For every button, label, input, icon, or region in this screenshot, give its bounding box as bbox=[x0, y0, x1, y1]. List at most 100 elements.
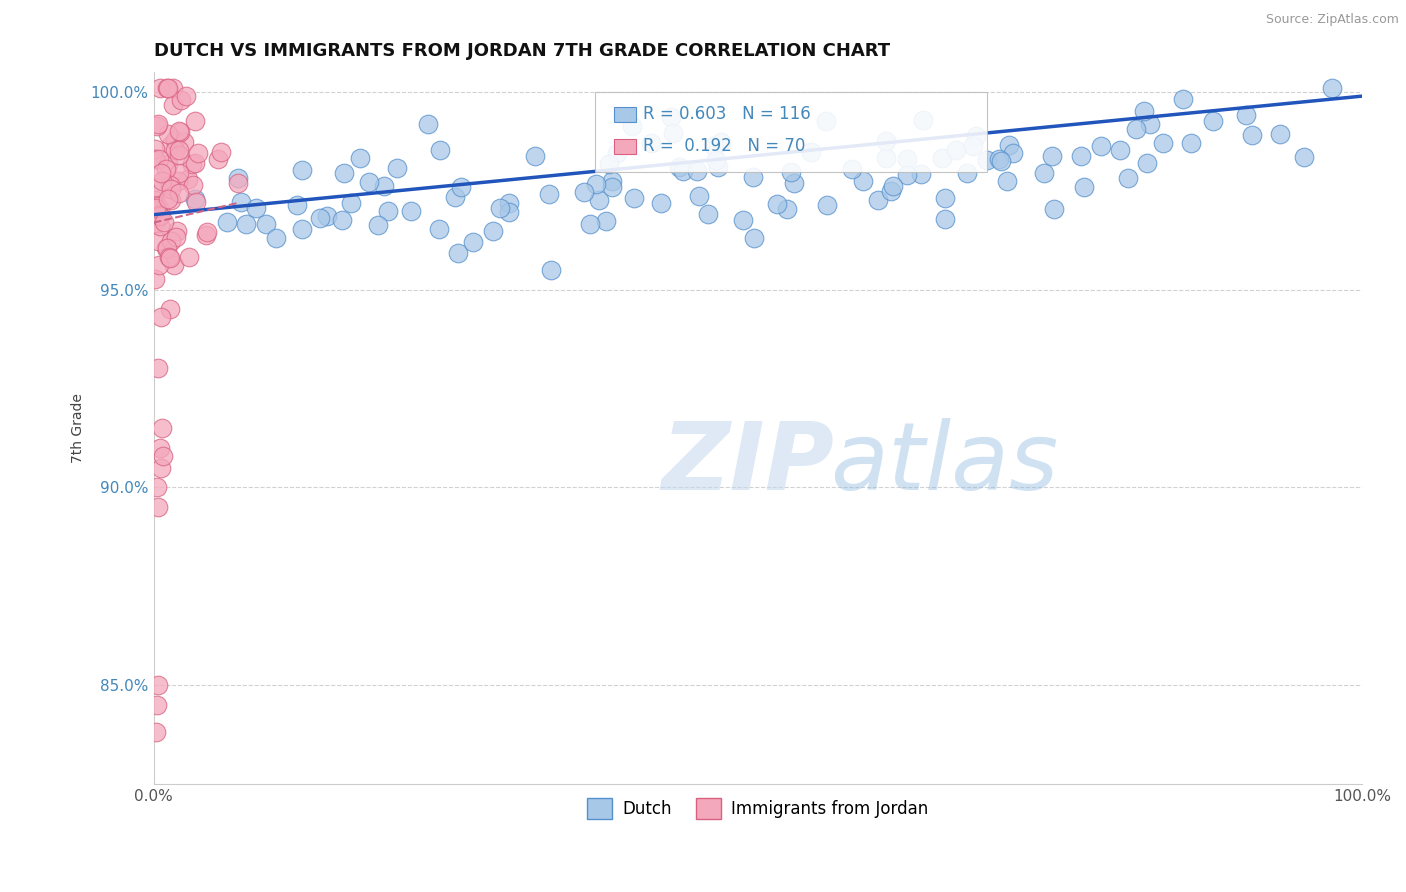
Point bbox=[686, 164, 709, 178]
Point bbox=[1268, 127, 1291, 141]
Point bbox=[880, 184, 903, 198]
Point bbox=[1139, 117, 1161, 131]
Point bbox=[149, 441, 172, 455]
Point bbox=[976, 153, 998, 167]
Point bbox=[1040, 148, 1063, 162]
Point bbox=[744, 231, 766, 245]
Point bbox=[146, 119, 169, 133]
Point bbox=[882, 179, 904, 194]
Point bbox=[156, 192, 179, 206]
Point bbox=[149, 219, 172, 233]
Point bbox=[988, 153, 1011, 167]
Point bbox=[146, 117, 169, 131]
Point bbox=[160, 138, 183, 153]
Point bbox=[373, 179, 395, 194]
Point bbox=[163, 133, 186, 147]
Point bbox=[148, 208, 170, 222]
Point bbox=[226, 176, 249, 190]
Point bbox=[152, 173, 174, 187]
Point bbox=[333, 166, 356, 180]
Point bbox=[159, 252, 181, 266]
Point bbox=[290, 221, 312, 235]
Point bbox=[444, 190, 467, 204]
Point bbox=[815, 198, 838, 212]
Point bbox=[600, 180, 623, 194]
Point bbox=[162, 81, 184, 95]
Point bbox=[159, 178, 181, 192]
Point bbox=[446, 246, 468, 260]
Point bbox=[149, 210, 172, 224]
Text: atlas: atlas bbox=[831, 418, 1059, 509]
Point bbox=[143, 142, 166, 156]
Point bbox=[1320, 81, 1343, 95]
Point bbox=[876, 151, 898, 165]
Point bbox=[254, 217, 277, 231]
Point bbox=[149, 166, 172, 180]
Point bbox=[965, 129, 987, 144]
Point bbox=[340, 195, 363, 210]
Point bbox=[291, 163, 314, 178]
Point bbox=[349, 151, 371, 165]
Point bbox=[195, 228, 218, 243]
Point bbox=[157, 81, 180, 95]
Point bbox=[156, 128, 179, 142]
Point bbox=[145, 180, 167, 194]
FancyBboxPatch shape bbox=[595, 93, 987, 172]
Point bbox=[498, 205, 520, 219]
Point bbox=[538, 186, 561, 201]
Point bbox=[157, 157, 180, 171]
Point bbox=[155, 161, 177, 176]
Point bbox=[780, 164, 803, 178]
Point bbox=[598, 156, 620, 170]
Point bbox=[707, 160, 730, 174]
Point bbox=[600, 174, 623, 188]
Point bbox=[152, 449, 174, 463]
Point bbox=[1090, 139, 1112, 153]
Point bbox=[659, 111, 682, 125]
Point bbox=[1202, 114, 1225, 128]
Point bbox=[875, 134, 897, 148]
Point bbox=[231, 194, 253, 209]
Point bbox=[165, 230, 187, 244]
Point bbox=[640, 136, 662, 150]
Point bbox=[155, 241, 177, 255]
Point bbox=[585, 177, 607, 191]
Point bbox=[896, 152, 918, 166]
Point bbox=[945, 143, 967, 157]
Point bbox=[183, 192, 205, 206]
Point bbox=[841, 161, 863, 176]
Point bbox=[1133, 104, 1156, 119]
Point bbox=[1180, 136, 1202, 151]
Point bbox=[187, 146, 209, 161]
Point bbox=[315, 210, 337, 224]
Point bbox=[956, 165, 979, 179]
Point bbox=[149, 202, 172, 217]
Point bbox=[245, 202, 267, 216]
Point bbox=[1152, 136, 1174, 150]
Point bbox=[783, 176, 806, 190]
Point bbox=[385, 161, 408, 175]
Point bbox=[157, 250, 180, 264]
Point bbox=[572, 186, 595, 200]
Point bbox=[1073, 179, 1095, 194]
Point bbox=[143, 193, 166, 207]
Point bbox=[186, 194, 208, 209]
Point bbox=[1070, 149, 1092, 163]
Point bbox=[1001, 146, 1024, 161]
Point bbox=[153, 215, 176, 229]
Point bbox=[450, 180, 472, 194]
Point bbox=[166, 174, 188, 188]
Point bbox=[1033, 166, 1056, 180]
Point bbox=[367, 218, 389, 232]
Point bbox=[540, 263, 562, 277]
Point bbox=[1294, 150, 1316, 164]
Point bbox=[146, 360, 169, 375]
Point bbox=[578, 217, 600, 231]
Point bbox=[775, 202, 797, 216]
Point bbox=[688, 189, 710, 203]
Point bbox=[697, 207, 720, 221]
Point bbox=[167, 143, 190, 157]
Point bbox=[742, 170, 765, 185]
Point bbox=[461, 235, 484, 249]
Point bbox=[156, 241, 179, 255]
